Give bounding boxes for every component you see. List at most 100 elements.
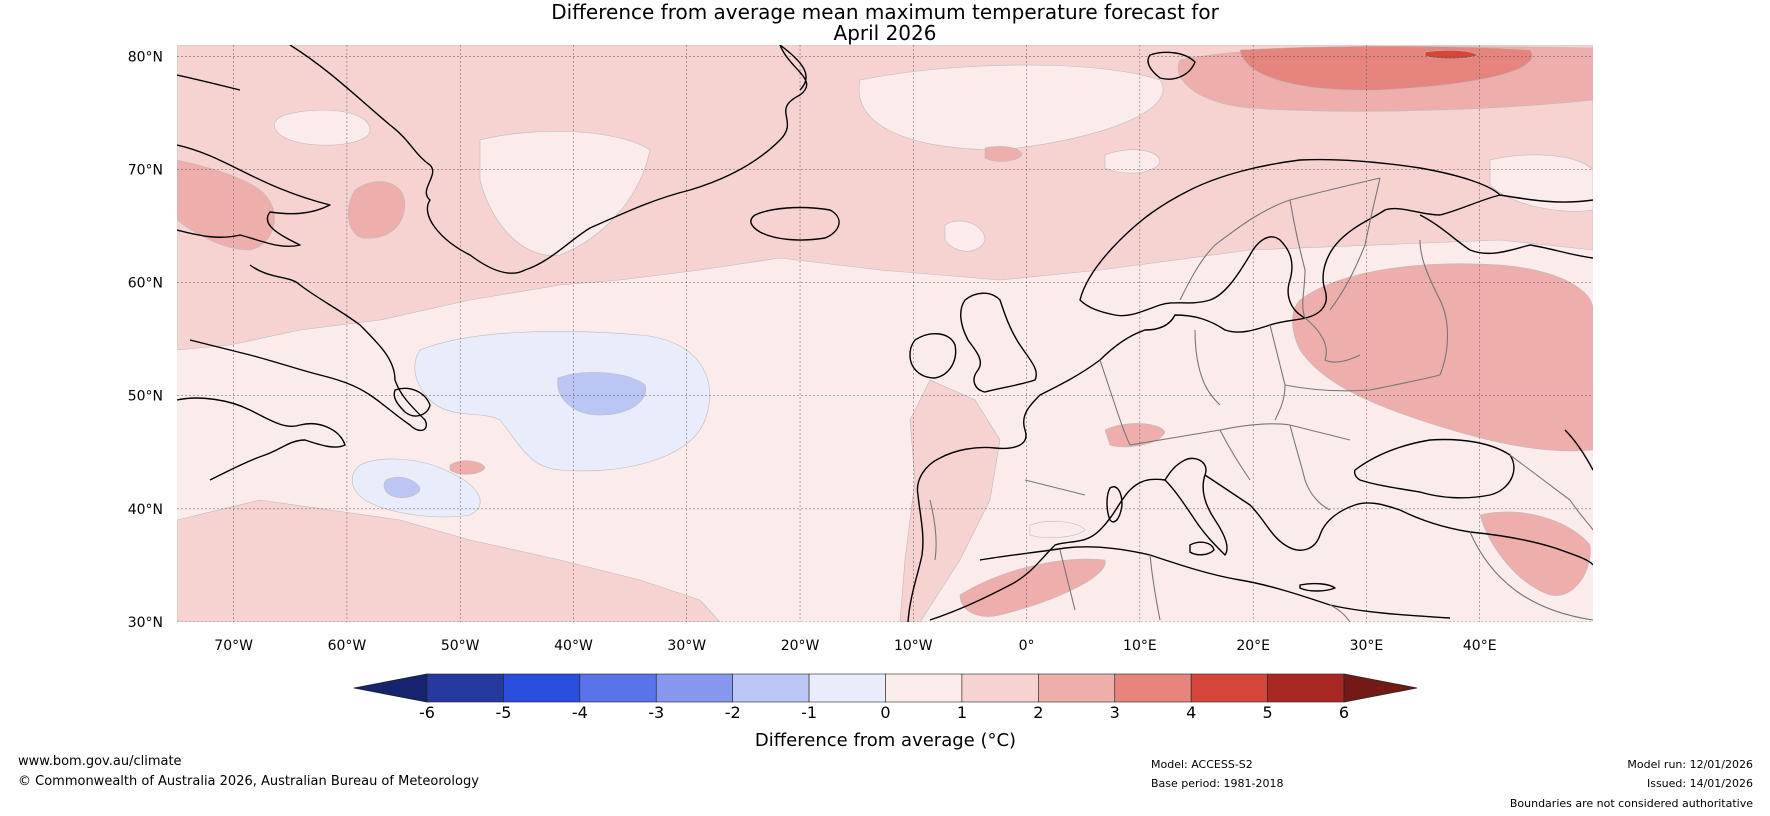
coast-crete — [1299, 582, 1336, 592]
colorbar-tick-label: -1 — [801, 703, 817, 722]
coast-baffin — [177, 144, 331, 247]
anomaly-region-warm-atlantic-small — [449, 460, 486, 475]
anomaly-region-south-warm — [177, 499, 721, 622]
colorbar-tick-label: -2 — [725, 703, 741, 722]
colorbar-segment — [732, 673, 810, 703]
coast-canada-arctic — [177, 74, 241, 91]
map-panel — [177, 45, 1593, 622]
coast-caspian — [1564, 429, 1593, 471]
model-run-date: Model run: 12/01/2026 — [1627, 758, 1753, 771]
coast-nova-scotia — [209, 423, 346, 481]
anomaly-region-very-hot-barents — [1424, 50, 1479, 60]
colorbar: -6 -5 -4 -3 -2 -1 0 1 2 3 4 5 6 Difference from avera… — [353, 673, 1418, 751]
lat-label: 40°N — [128, 502, 163, 518]
colorbar-segment — [808, 673, 886, 703]
border-spain-portugal — [929, 499, 937, 561]
colorbar-tick-label: -4 — [572, 703, 588, 722]
colorbar-extend-low — [353, 673, 428, 703]
colorbar-tick-label: -6 — [419, 703, 435, 722]
colorbar-segment — [503, 673, 581, 703]
colorbar-segment — [1190, 673, 1268, 703]
website-url[interactable]: www.bom.gov.au/climate — [18, 754, 182, 769]
lat-label: 30°N — [128, 615, 163, 631]
latitude-labels: 80°N 70°N 60°N 50°N 40°N 30°N — [128, 49, 163, 631]
anomaly-region-pale-5 — [944, 220, 986, 252]
border-balkans — [1219, 424, 1331, 511]
lon-label: 30°W — [667, 638, 706, 654]
map-title-line2: April 2026 — [833, 21, 937, 45]
colorbar-segment — [961, 673, 1039, 703]
model-name: Model: ACCESS-S2 — [1151, 758, 1253, 771]
coast-black-sea — [1353, 438, 1515, 499]
colorbar-segment — [579, 673, 657, 703]
colorbar-tick-label: -3 — [648, 703, 664, 722]
issued-date: Issued: 14/01/2026 — [1646, 777, 1753, 790]
border-caucasus — [1509, 454, 1593, 531]
coast-iceland — [750, 206, 840, 241]
lon-label: 10°E — [1123, 638, 1157, 654]
copyright-notice: © Commonwealth of Australia 2026, Austra… — [18, 774, 479, 789]
coast-north-africa — [979, 546, 1451, 619]
colorbar-segment — [1038, 673, 1116, 703]
border-middle-east — [1469, 531, 1593, 621]
border-norway-sweden — [1179, 177, 1381, 301]
colorbar-tick-label: 0 — [880, 703, 890, 722]
anomaly-region-warm-iceland-sea — [984, 146, 1023, 162]
country-borders — [929, 177, 1593, 622]
anomaly-region-warm-caucasus — [1479, 511, 1591, 596]
border-germany-poland — [1194, 329, 1221, 406]
anomaly-region-pale-3 — [479, 131, 651, 256]
base-period: Base period: 1981-2018 — [1151, 777, 1284, 790]
anomaly-region-warm-alps — [1104, 423, 1166, 448]
anomaly-region-pale-tunisia — [1029, 521, 1086, 539]
lon-label: 30°E — [1350, 638, 1384, 654]
anomaly-region-cool-atlantic — [414, 331, 711, 472]
coast-white-sea — [1419, 214, 1593, 259]
coast-france-iberia — [907, 394, 1041, 622]
border-finland-russia — [1329, 177, 1381, 311]
lon-label: 20°W — [781, 638, 820, 654]
border-baltics — [1304, 317, 1361, 363]
anomaly-region-arctic-warm — [177, 45, 1593, 351]
border-central-europe — [1129, 423, 1351, 446]
coast-great-britain — [960, 292, 1037, 393]
border-france-spain — [1024, 479, 1086, 496]
lon-label: 40°E — [1463, 638, 1497, 654]
border-belarus-ukraine — [1284, 374, 1441, 392]
coast-sicily — [1189, 541, 1215, 556]
coast-labrador — [189, 264, 427, 432]
lat-label: 50°N — [128, 389, 163, 405]
colorbar-label: Difference from average (°C) — [755, 730, 1016, 751]
colorbar-tick-label: 5 — [1262, 703, 1272, 722]
map-title-line1: Difference from average mean maximum tem… — [551, 0, 1219, 24]
border-sweden-finland — [1289, 199, 1306, 319]
lon-label: 20°E — [1236, 638, 1270, 654]
anomaly-region-warm-russia — [1292, 263, 1593, 452]
colorbar-tick-label: 6 — [1339, 703, 1349, 722]
colorbar-tick-label: 1 — [957, 703, 967, 722]
graticule — [177, 45, 1593, 622]
anomaly-region-cooler-newfoundland — [383, 476, 421, 498]
anomaly-region-pale-4 — [1104, 149, 1161, 174]
colorbar-tick-label: 3 — [1110, 703, 1120, 722]
coast-barents-south — [1499, 194, 1593, 203]
border-north-africa — [1059, 549, 1351, 622]
lat-label: 70°N — [128, 162, 163, 178]
coast-italy — [1164, 457, 1228, 556]
colorbar-segment — [426, 673, 504, 703]
lat-label: 60°N — [128, 276, 163, 292]
colorbar-segment — [655, 673, 733, 703]
anomaly-region-pale-1 — [274, 109, 371, 146]
lon-label: 70°W — [214, 638, 253, 654]
colorbar-tick-label: 2 — [1033, 703, 1043, 722]
coast-greenland — [289, 45, 808, 274]
lon-label: 40°W — [554, 638, 593, 654]
coast-svalbard — [1147, 51, 1196, 80]
coast-mediterranean-west — [929, 478, 1166, 621]
anomaly-region-cooler-atlantic — [557, 372, 647, 416]
anomaly-region-pale-2 — [858, 64, 1164, 151]
coast-turkey-levant — [1399, 509, 1593, 566]
coast-scandinavia — [1079, 158, 1501, 319]
lon-label: 60°W — [328, 638, 367, 654]
anomaly-region-warm-labrador-sea — [348, 181, 406, 239]
